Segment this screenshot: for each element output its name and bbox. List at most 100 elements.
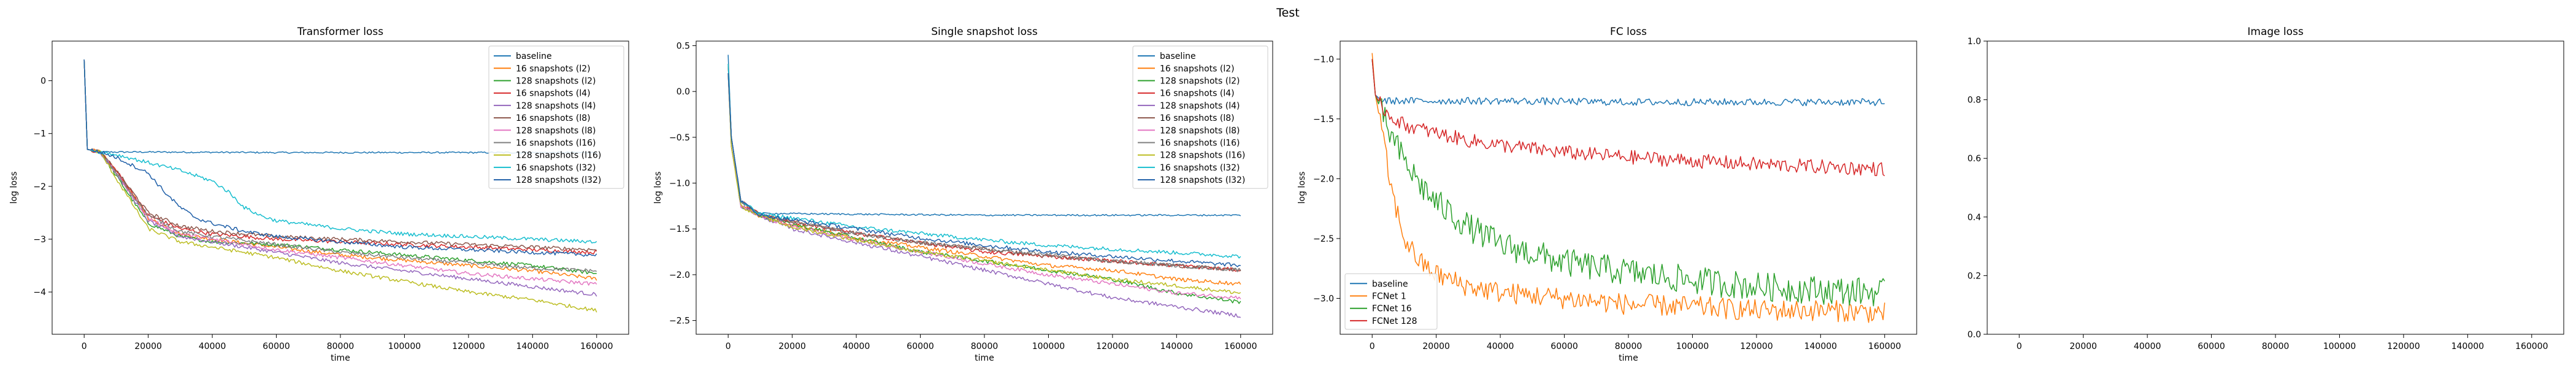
series-line-10 (727, 64, 1241, 259)
series-line-5 (727, 73, 1241, 318)
y-tick-label: 0.4 (1968, 213, 1981, 223)
legend-entry: 16 snapshots (l32) (516, 163, 596, 173)
chart-title: FC loss (1610, 26, 1647, 38)
series-line-9 (83, 59, 597, 313)
y-axis-label: log loss (9, 172, 19, 204)
x-axis-label: time (1619, 353, 1638, 363)
x-tick-label: 140000 (516, 342, 549, 351)
legend-entry: 128 snapshots (l2) (516, 77, 596, 86)
x-tick-label: 160000 (1224, 342, 1257, 351)
series-line-5 (83, 59, 597, 297)
legend-entry: baseline (1160, 52, 1196, 61)
series-line-4 (1371, 59, 1885, 177)
legend-entry: baseline (1372, 279, 1408, 289)
series-line-3 (1371, 59, 1885, 307)
x-tick-label: 60000 (1551, 342, 1578, 351)
x-tick-label: 60000 (263, 342, 290, 351)
x-tick-label: 40000 (843, 342, 870, 351)
series-group (1371, 53, 1885, 323)
x-tick-label: 20000 (1422, 342, 1450, 351)
y-tick-label: −1.5 (1313, 115, 1334, 125)
legend-entry: 128 snapshots (l8) (1160, 126, 1240, 136)
legend-entry: 128 snapshots (l2) (1160, 77, 1240, 86)
series-group (83, 59, 597, 313)
y-axis-label: log loss (653, 172, 663, 204)
x-tick-label: 80000 (1615, 342, 1643, 351)
series-group (727, 55, 1241, 318)
x-tick-label: 100000 (388, 342, 421, 351)
x-axis-label: time (975, 353, 994, 363)
axes-frame (1987, 40, 2564, 335)
chart-title: Image loss (2247, 26, 2304, 38)
y-tick-label: −3 (33, 235, 46, 245)
chart-panel-1: 0 20000 40000 60000 80000 100000 120000 140000 1… (9, 26, 629, 363)
x-tick-label: 100000 (1676, 342, 1709, 351)
series-line-7 (83, 59, 597, 286)
legend-entry: 16 snapshots (l32) (1160, 163, 1240, 173)
x-tick-label: 40000 (199, 342, 226, 351)
x-tick-label: 140000 (2451, 342, 2484, 351)
chart-panel-3: 0 20000 40000 60000 80000 100000 120000 140000 1… (1297, 26, 1917, 363)
y-tick-label: −1.0 (1313, 55, 1334, 64)
legend-entry: 16 snapshots (l16) (1160, 139, 1240, 148)
y-tick-label: 0.2 (1968, 271, 1981, 281)
y-tick-label: −3.0 (1313, 294, 1334, 304)
legend-entry: 16 snapshots (l4) (516, 89, 591, 99)
series-line-1 (1371, 59, 1885, 107)
series-line-1 (727, 55, 1241, 217)
legend-entry: 16 snapshots (l2) (516, 64, 591, 74)
legend-entry: 128 snapshots (l16) (1160, 151, 1245, 161)
series-line-8 (727, 64, 1241, 272)
legend-entry: 16 snapshots (l16) (516, 139, 596, 148)
y-tick-label: −2.0 (1313, 174, 1334, 184)
x-tick-label: 60000 (907, 342, 934, 351)
series-line-9 (727, 73, 1241, 294)
chart-panel-2: 0 20000 40000 60000 80000 100000 120000 140000 1… (653, 26, 1273, 363)
legend-box (488, 45, 624, 189)
legend-box (1344, 273, 1438, 330)
x-tick-label: 40000 (1487, 342, 1514, 351)
legend: baseline 16 snapshots (l2) 128 snapshots (… (488, 45, 624, 189)
x-tick-label: 160000 (2515, 342, 2548, 351)
legend-entry: FCNet 16 (1372, 304, 1412, 314)
x-tick-label: 120000 (1740, 342, 1773, 351)
legend-entry: 128 snapshots (l32) (1160, 175, 1245, 185)
legend-entry: 128 snapshots (l4) (516, 101, 596, 111)
series-line-2 (727, 64, 1241, 286)
legend-box (1132, 45, 1268, 189)
legend-entry: 16 snapshots (l8) (1160, 113, 1235, 123)
legend-entry: 16 snapshots (l4) (1160, 89, 1235, 99)
x-tick-label: 120000 (1096, 342, 1129, 351)
y-axis-label: log loss (1297, 172, 1307, 204)
series-line-11 (727, 73, 1241, 267)
legend: baseline FCNet 1 FCNet 16 FCNet 128 (1344, 273, 1438, 330)
y-tick-label: 0.0 (677, 87, 690, 97)
x-tick-label: 40000 (2134, 342, 2161, 351)
x-tick-label: 0 (2017, 342, 2022, 351)
legend-entry: 128 snapshots (l4) (1160, 101, 1240, 111)
y-tick-label: −2.5 (1313, 234, 1334, 244)
legend-entry: FCNet 128 (1372, 316, 1417, 326)
x-tick-label: 80000 (2262, 342, 2290, 351)
legend-entry: 128 snapshots (l8) (516, 126, 596, 136)
y-tick-label: −4 (33, 288, 46, 297)
legend-entry: 16 snapshots (l2) (1160, 64, 1235, 74)
y-tick-label: 0.0 (1968, 330, 1981, 340)
y-tick-label: −1.0 (669, 179, 690, 189)
x-tick-label: 60000 (2198, 342, 2225, 351)
y-tick-label: −0.5 (669, 133, 690, 143)
legend-entry: 128 snapshots (l16) (516, 151, 601, 161)
x-tick-label: 0 (82, 342, 87, 351)
legend-entry: 128 snapshots (l32) (516, 175, 601, 185)
y-tick-label: 0.5 (677, 41, 690, 51)
y-tick-label: −2 (33, 182, 46, 192)
chart-panel-4: 0 20000 40000 60000 80000 100000 120000 140000 1… (1968, 26, 2564, 351)
y-tick-label: 0 (40, 77, 46, 86)
series-line-7 (727, 73, 1241, 300)
figure-title: Test (1276, 6, 1300, 20)
series-line-11 (83, 59, 597, 257)
legend-entry: 16 snapshots (l8) (516, 113, 591, 123)
y-tick-label: −1.5 (669, 224, 690, 234)
x-tick-label: 20000 (778, 342, 806, 351)
